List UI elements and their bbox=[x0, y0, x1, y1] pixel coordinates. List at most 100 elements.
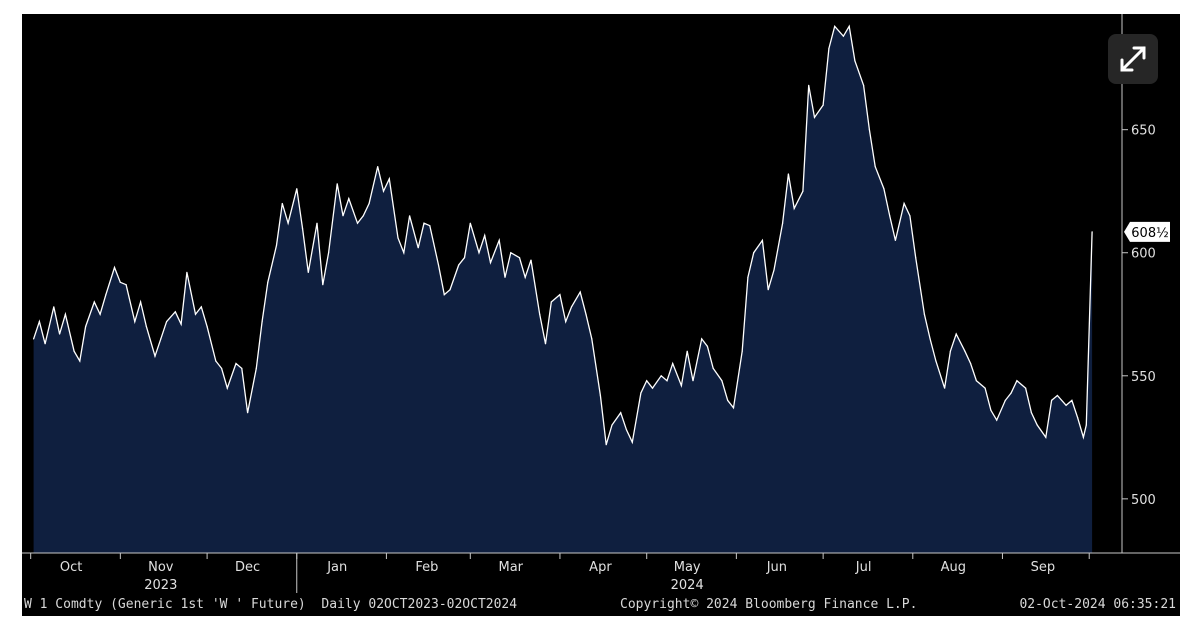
data-point bbox=[382, 190, 385, 192]
data-point bbox=[599, 394, 602, 397]
data-point bbox=[761, 239, 764, 241]
data-point bbox=[1091, 231, 1093, 233]
x-tick-label: Oct bbox=[60, 560, 82, 575]
data-point bbox=[915, 257, 917, 259]
data-point bbox=[1010, 392, 1012, 394]
data-point bbox=[955, 333, 957, 335]
footer-timestamp: 02-Oct-2024 06:35:21 bbox=[1019, 597, 1176, 612]
data-point bbox=[1071, 399, 1073, 401]
data-point bbox=[140, 301, 142, 303]
expand-button[interactable] bbox=[1108, 34, 1158, 84]
footer-copyright: Copyright© 2024 Bloomberg Finance L.P. bbox=[620, 597, 918, 612]
data-point bbox=[579, 291, 581, 293]
data-point bbox=[44, 343, 46, 345]
data-point bbox=[200, 306, 202, 308]
data-point bbox=[660, 375, 662, 377]
data-point bbox=[732, 407, 735, 409]
data-point bbox=[773, 269, 775, 271]
data-point bbox=[701, 338, 703, 340]
data-point bbox=[429, 225, 431, 227]
year-label: 2024 bbox=[671, 578, 704, 593]
data-point bbox=[186, 271, 188, 273]
data-point bbox=[215, 360, 217, 362]
data-point bbox=[646, 380, 648, 382]
data-point bbox=[59, 333, 61, 335]
data-point bbox=[530, 259, 532, 261]
data-point bbox=[923, 313, 926, 315]
data-point bbox=[469, 222, 471, 224]
data-point bbox=[787, 173, 790, 175]
data-point bbox=[449, 289, 451, 291]
data-point bbox=[119, 281, 121, 283]
data-point bbox=[854, 60, 856, 62]
data-point bbox=[33, 338, 35, 340]
data-point bbox=[822, 104, 824, 106]
data-point bbox=[518, 257, 521, 259]
data-point bbox=[666, 380, 668, 382]
data-point bbox=[53, 306, 55, 308]
data-point bbox=[944, 387, 946, 389]
x-tick-label: Feb bbox=[415, 560, 438, 575]
data-point bbox=[484, 234, 486, 237]
data-point bbox=[651, 387, 654, 389]
data-point bbox=[1036, 424, 1038, 426]
data-point bbox=[721, 380, 723, 382]
data-point bbox=[235, 362, 237, 365]
data-point bbox=[591, 338, 593, 340]
data-point bbox=[64, 313, 66, 315]
chart-panel: 500 550 600 650 Oct Nov Dec Jan Feb Mar Apr May Jun J… bbox=[22, 14, 1180, 616]
data-point bbox=[377, 166, 379, 168]
data-point bbox=[328, 252, 330, 254]
data-point bbox=[154, 355, 156, 357]
data-point bbox=[247, 412, 249, 414]
data-point bbox=[437, 264, 440, 266]
data-point bbox=[842, 35, 845, 37]
data-point bbox=[929, 338, 931, 340]
data-point bbox=[868, 129, 871, 131]
data-point bbox=[79, 360, 81, 362]
data-point bbox=[767, 289, 769, 291]
data-point bbox=[1051, 399, 1053, 401]
data-point bbox=[894, 239, 897, 241]
price-area bbox=[33, 26, 1093, 554]
data-point bbox=[550, 301, 552, 303]
data-point bbox=[458, 264, 460, 266]
data-point bbox=[261, 321, 263, 323]
x-tick-label: Jan bbox=[326, 560, 347, 575]
data-point bbox=[1085, 424, 1087, 426]
data-point bbox=[524, 276, 526, 278]
data-point bbox=[362, 215, 364, 217]
data-point bbox=[544, 343, 547, 345]
data-point bbox=[316, 222, 318, 224]
data-point bbox=[307, 271, 309, 273]
data-point bbox=[478, 252, 480, 254]
data-point bbox=[990, 409, 992, 411]
data-point bbox=[706, 345, 709, 347]
data-point bbox=[996, 419, 998, 421]
data-point bbox=[206, 326, 208, 328]
x-tick-label: Dec bbox=[235, 560, 260, 575]
data-point bbox=[221, 367, 223, 369]
data-point bbox=[301, 227, 304, 229]
data-point bbox=[813, 116, 816, 118]
data-point bbox=[463, 257, 466, 259]
y-tick-label: 500 bbox=[1131, 493, 1156, 508]
data-point bbox=[747, 276, 749, 278]
data-point bbox=[753, 252, 755, 254]
y-tick-label: 650 bbox=[1131, 124, 1156, 139]
data-point bbox=[970, 362, 972, 365]
data-point bbox=[727, 399, 729, 401]
year-label: 2023 bbox=[144, 578, 177, 593]
data-point bbox=[802, 190, 804, 192]
data-point bbox=[1030, 412, 1032, 414]
data-point bbox=[984, 387, 986, 389]
data-point bbox=[680, 385, 683, 387]
data-point bbox=[281, 202, 283, 205]
data-point bbox=[255, 367, 257, 369]
data-point bbox=[828, 47, 830, 50]
data-point bbox=[180, 323, 182, 325]
data-point bbox=[620, 412, 622, 414]
x-tick-label: Jul bbox=[855, 560, 872, 575]
data-point bbox=[611, 424, 613, 426]
data-point bbox=[793, 207, 795, 209]
